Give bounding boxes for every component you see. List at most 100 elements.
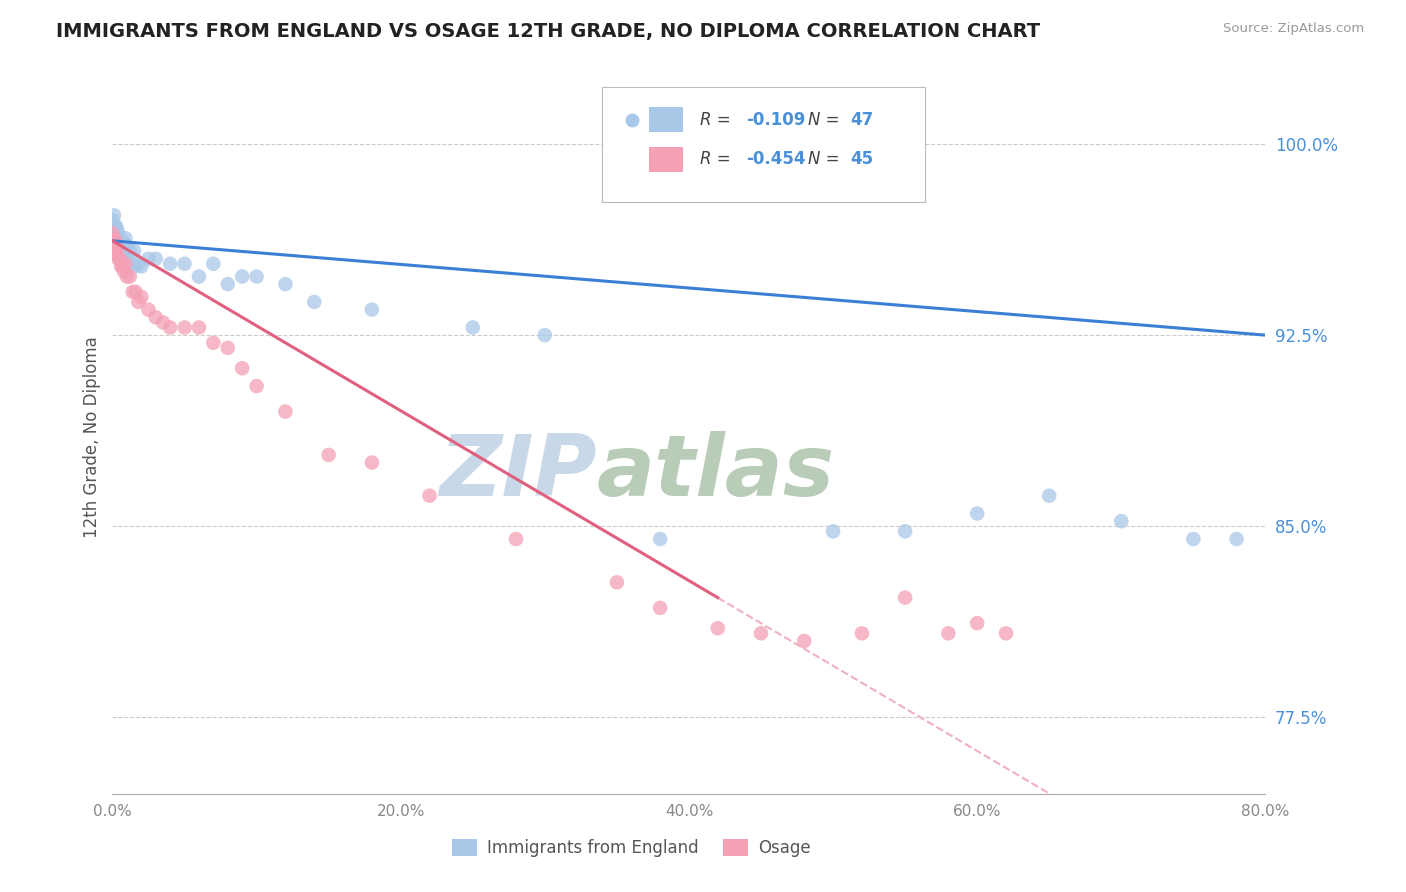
Point [274, 404, 297, 418]
Point [101, 226, 124, 240]
Point [104, 219, 127, 233]
Point [107, 226, 129, 240]
Point [129, 290, 153, 304]
Point [173, 320, 195, 334]
Text: N =: N = [807, 111, 845, 128]
Y-axis label: 12th Grade, No Diploma: 12th Grade, No Diploma [83, 336, 101, 538]
Point [104, 234, 127, 248]
Legend: Immigrants from England, Osage: Immigrants from England, Osage [446, 832, 817, 864]
Text: atlas: atlas [596, 431, 835, 515]
Point [101, 234, 124, 248]
Point [107, 252, 129, 266]
Point [936, 626, 959, 640]
Point [707, 621, 730, 635]
Point [159, 320, 181, 334]
Text: R =: R = [700, 111, 737, 128]
Point [118, 269, 141, 284]
Point [108, 252, 131, 266]
Point [121, 285, 143, 299]
Text: -0.454: -0.454 [747, 151, 806, 169]
Point [202, 257, 225, 271]
Point [105, 239, 128, 253]
Point [115, 269, 138, 284]
Point [360, 302, 382, 317]
Point [103, 231, 125, 245]
Point [145, 310, 167, 325]
Point [851, 626, 873, 640]
Point [110, 260, 132, 274]
Point [650, 600, 672, 615]
Text: R =: R = [700, 151, 737, 169]
FancyBboxPatch shape [603, 87, 925, 202]
Point [217, 277, 239, 292]
Point [231, 269, 253, 284]
Point [231, 361, 253, 376]
Point [966, 616, 988, 631]
Text: 47: 47 [851, 111, 873, 128]
Point [821, 524, 844, 539]
Text: IMMIGRANTS FROM ENGLAND VS OSAGE 12TH GRADE, NO DIPLOMA CORRELATION CHART: IMMIGRANTS FROM ENGLAND VS OSAGE 12TH GR… [56, 22, 1040, 41]
Point [173, 257, 195, 271]
Point [188, 320, 211, 334]
Point [122, 244, 145, 258]
Point [111, 260, 134, 274]
Text: 45: 45 [851, 151, 873, 169]
Point [101, 226, 124, 240]
Point [105, 221, 128, 235]
Point [145, 252, 167, 266]
Point [110, 239, 132, 253]
Point [505, 532, 527, 546]
Point [114, 231, 136, 245]
Point [124, 260, 146, 274]
Point [112, 244, 135, 258]
Point [112, 264, 135, 278]
Point [304, 295, 326, 310]
Point [995, 626, 1018, 640]
Point [606, 575, 628, 590]
Text: -0.109: -0.109 [747, 111, 806, 128]
Point [461, 320, 484, 334]
Point [124, 285, 146, 299]
Text: Source: ZipAtlas.com: Source: ZipAtlas.com [1223, 22, 1364, 36]
Point [152, 315, 174, 329]
Point [105, 246, 128, 260]
Point [127, 257, 149, 271]
Point [318, 448, 340, 462]
Point [107, 231, 129, 245]
Point [103, 208, 125, 222]
FancyBboxPatch shape [648, 147, 683, 171]
Point [1226, 532, 1249, 546]
Point [104, 244, 127, 258]
Point [103, 239, 125, 253]
Point [115, 239, 138, 253]
Point [749, 626, 772, 640]
Point [108, 239, 131, 253]
Point [114, 257, 136, 271]
Point [202, 335, 225, 350]
Point [120, 257, 142, 271]
Point [217, 341, 239, 355]
Point [966, 507, 988, 521]
Point [793, 634, 815, 648]
Text: N =: N = [807, 151, 845, 169]
Point [1111, 514, 1133, 528]
Point [246, 269, 269, 284]
Point [159, 257, 181, 271]
Point [894, 524, 917, 539]
Point [1182, 532, 1205, 546]
Point [534, 328, 557, 343]
Point [108, 231, 131, 245]
Point [103, 219, 125, 233]
Point [188, 269, 211, 284]
Point [138, 302, 160, 317]
Point [127, 295, 149, 310]
Point [246, 379, 269, 393]
Point [138, 252, 160, 266]
FancyBboxPatch shape [648, 107, 683, 132]
Point [104, 226, 127, 240]
Point [360, 456, 382, 470]
Point [419, 489, 441, 503]
Point [118, 244, 141, 258]
Point [650, 532, 672, 546]
Point [1038, 489, 1060, 503]
